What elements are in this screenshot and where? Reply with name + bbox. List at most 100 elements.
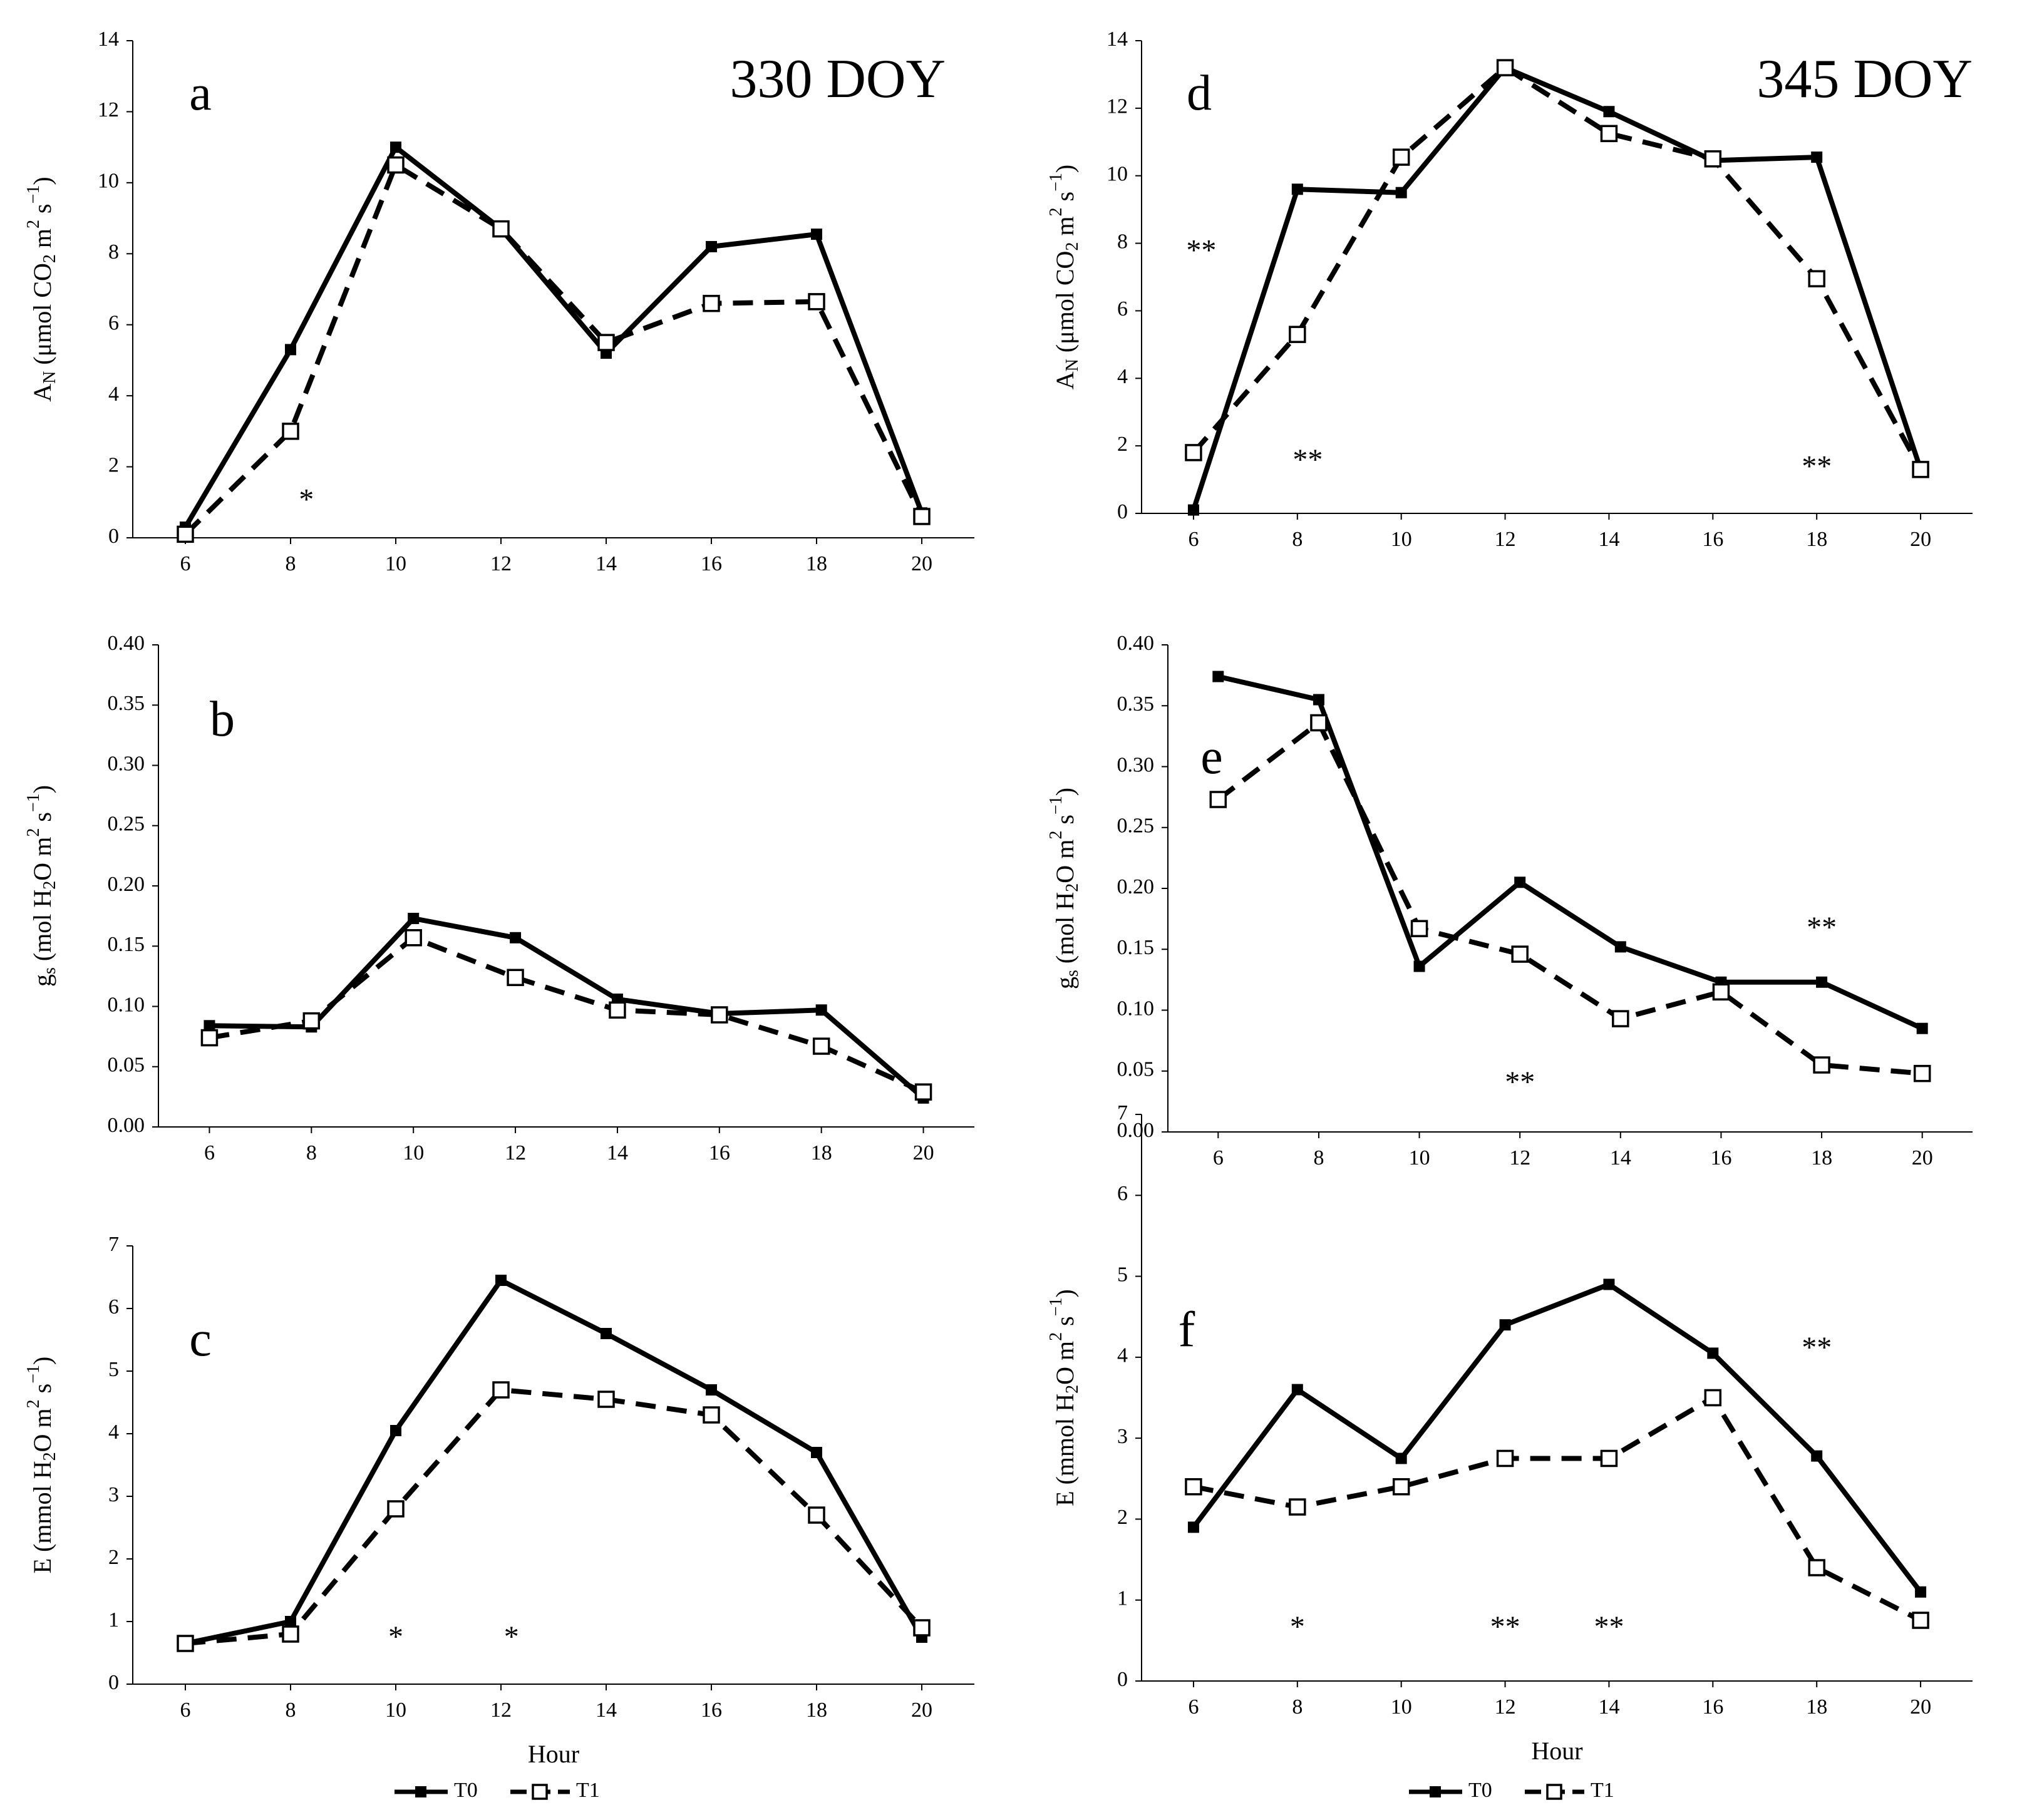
y-tick-label: 0.25: [1117, 815, 1155, 838]
y-tick-label: 0.05: [108, 1054, 145, 1077]
y-tick-label: 2: [1117, 433, 1128, 456]
y-axis-label: AN (μmol CO2 m2 s−1): [24, 177, 59, 402]
x-tick-label: 10: [1391, 528, 1412, 551]
legend-label-T0: T0: [1468, 1779, 1492, 1802]
y-tick-label: 0.40: [1117, 632, 1155, 655]
x-tick-label: 8: [1292, 1695, 1303, 1719]
x-tick-label: 6: [204, 1141, 215, 1164]
point-T0: [815, 1004, 827, 1016]
point-T1: [1808, 1559, 1825, 1576]
point-T0: [1514, 877, 1526, 888]
x-tick-label: 16: [1702, 1695, 1723, 1719]
x-tick-label: 14: [607, 1141, 628, 1164]
series-line-T1: [1216, 720, 1923, 1076]
legend-left: T0 T1: [395, 1779, 600, 1802]
point-T1: [1289, 326, 1306, 343]
panel-letter: b: [210, 692, 235, 747]
x-tick-label: 20: [911, 1699, 932, 1722]
point-T1: [282, 423, 299, 440]
point-T0: [1187, 504, 1199, 516]
significance-marker: **: [1802, 450, 1832, 483]
significance-marker: *: [504, 1620, 519, 1653]
point-T1: [609, 1001, 626, 1019]
point-T0: [1811, 1450, 1823, 1462]
point-T1: [913, 1619, 931, 1637]
point-T0: [510, 932, 522, 943]
y-tick-label: 10: [1107, 163, 1128, 186]
significance-marker: **: [1505, 1066, 1535, 1099]
point-T0: [1916, 1022, 1928, 1034]
panel-a: 0 2 4 6 8 10 12 14 6 8 10 12 14 16 18 20 AN (μmol CO2 m2…: [24, 28, 974, 575]
point-T0: [1816, 976, 1828, 988]
x-tick-label: 6: [1213, 1146, 1224, 1170]
x-tick-label: 16: [701, 1699, 722, 1722]
point-T0: [204, 1020, 215, 1032]
x-tick-label: 10: [385, 1699, 406, 1722]
x-axis-label: Hour: [528, 1740, 579, 1768]
point-T1: [387, 1500, 405, 1518]
y-tick-label: 1: [1117, 1587, 1128, 1610]
y-tick-label: 1: [108, 1608, 119, 1632]
x-tick-label: 16: [1702, 528, 1723, 551]
point-T0: [390, 1425, 401, 1436]
x-tick-label: 8: [306, 1141, 317, 1164]
point-T0: [1413, 960, 1425, 972]
series-line-T0: [185, 1278, 924, 1646]
legend-right: T0 T1: [1409, 1779, 1614, 1802]
point-T1: [507, 969, 524, 987]
y-tick-label: 2: [108, 1546, 119, 1569]
series-line-T1: [1191, 65, 1923, 471]
x-tick-label: 12: [490, 1699, 512, 1722]
series-line-T0: [1191, 65, 1923, 511]
point-T0: [706, 240, 717, 252]
series-line-T0: [183, 145, 924, 529]
y-tick-label: 0.30: [1117, 753, 1155, 776]
x-tick-label: 6: [1188, 1695, 1199, 1719]
point-T1: [1704, 150, 1722, 168]
point-T1: [711, 1006, 728, 1024]
x-tick-label: 12: [1495, 528, 1516, 551]
legend-marker-T1: [532, 1784, 548, 1800]
point-T1: [597, 334, 615, 351]
panel-letter: c: [189, 1312, 212, 1367]
point-T0: [1291, 1384, 1303, 1396]
point-T1: [1913, 1064, 1931, 1082]
y-axis-label: AN (μmol CO2 m2 s−1): [1046, 165, 1082, 390]
y-tick-label: 8: [1117, 230, 1128, 253]
x-tick-label: 6: [1188, 528, 1199, 551]
point-T1: [405, 929, 422, 947]
point-T1: [1808, 270, 1825, 287]
point-T1: [1600, 125, 1618, 143]
x-tick-label: 10: [403, 1141, 424, 1164]
point-T0: [285, 1616, 296, 1627]
point-T1: [1392, 148, 1410, 166]
point-T0: [1499, 1319, 1511, 1331]
point-T0: [1395, 187, 1407, 198]
legend-marker-T0: [1430, 1786, 1441, 1797]
y-tick-label: 0.25: [108, 813, 145, 836]
series-line-T1: [183, 162, 924, 537]
x-tick-label: 20: [1912, 1146, 1933, 1170]
y-tick-label: 0.15: [108, 933, 145, 956]
x-tick-label: 20: [1910, 1695, 1931, 1719]
y-tick-label: 5: [1117, 1263, 1128, 1286]
significance-marker: **: [1802, 1331, 1832, 1364]
point-T1: [914, 1083, 932, 1101]
point-T0: [1603, 1278, 1615, 1290]
point-T0: [1187, 1521, 1199, 1533]
x-tick-label: 8: [286, 552, 296, 575]
point-T0: [811, 229, 822, 240]
y-tick-label: 0.20: [1117, 875, 1155, 898]
x-tick-label: 18: [806, 1699, 827, 1722]
y-axis-label: E (mmol H2O m2 s−1): [1046, 1289, 1082, 1506]
point-T0: [1915, 1586, 1927, 1598]
y-tick-label: 6: [108, 1295, 119, 1319]
significance-marker: **: [1490, 1610, 1520, 1643]
point-T1: [177, 1635, 194, 1652]
legend-marker-T0: [415, 1786, 426, 1797]
point-T1: [1712, 983, 1730, 1001]
legend-marker-T1: [1546, 1784, 1562, 1800]
